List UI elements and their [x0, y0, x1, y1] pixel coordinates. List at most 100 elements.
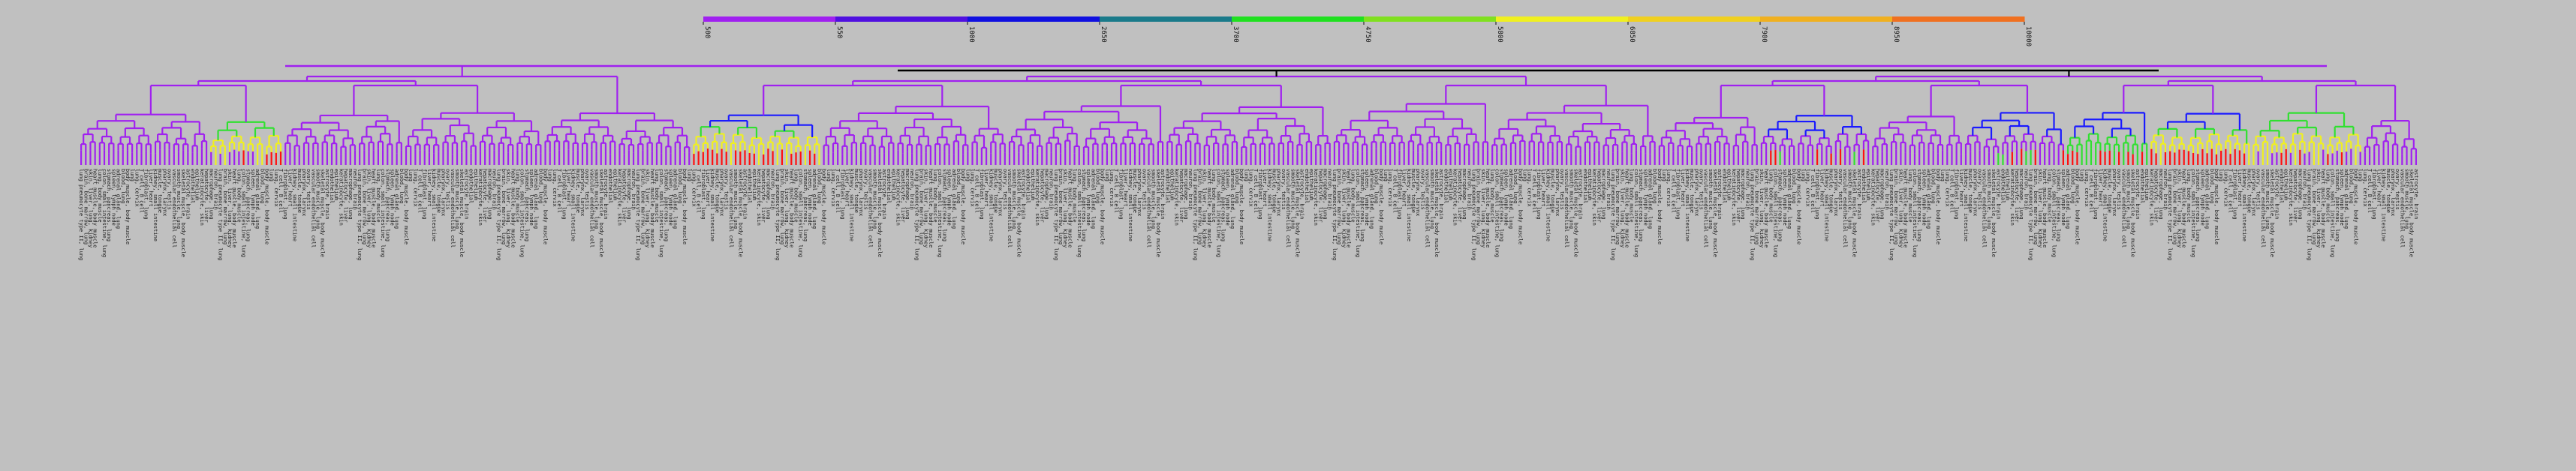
leaf-label: lung pneumocyte type II, lung — [2028, 169, 2034, 260]
leaf-label: keratinocyte, skin — [756, 169, 762, 226]
leaf-label: skeletal muscle, body muscle — [598, 169, 604, 257]
leaf-label: smooth muscle, lung — [176, 169, 182, 229]
leaf-label: neuron, brain — [352, 169, 358, 210]
leaf-label: epithelium — [1169, 169, 1175, 200]
leaf-label: lung, cervix — [1944, 169, 1950, 207]
leaf-label: lung, body muscle — [2325, 169, 2331, 223]
leaf-label: stomach, pancreas, lung — [245, 169, 251, 242]
leaf-label: pharynx, larynx — [161, 169, 167, 216]
leaf-label: T cell, B cell — [835, 169, 841, 213]
leaf-label: macrophage, lung — [904, 169, 910, 219]
leaf-label: pharynx, larynx — [2250, 169, 2256, 216]
leaf-label: skin, liver, lung, kidney — [87, 169, 93, 248]
leaf-label: lung — [129, 169, 135, 182]
leaf-label: liver, heart — [2097, 169, 2103, 207]
leaf-label: astrocyte, brain — [1299, 169, 1305, 219]
leaf-label: body muscle, body muscle — [1100, 169, 1106, 244]
leaf-label: skin, liver, lung, kidney — [366, 169, 372, 248]
leaf-label: keratinocyte, skin — [338, 169, 344, 226]
leaf-label: macrophage, lung — [1183, 169, 1189, 219]
leaf-label: skin, liver, lung, kidney — [923, 169, 929, 248]
leaf-label: lung pneumocyte type II, lung — [1750, 169, 1756, 260]
leaf-label: fibroblast, lung — [1675, 169, 1681, 219]
leaf-label: astrocyte, brain — [1578, 169, 1584, 219]
leaf-label: lung — [1383, 169, 1389, 182]
leaf-label: body muscle, body muscle — [682, 169, 688, 244]
leaf-label: vascular endothelial cell — [310, 169, 316, 248]
leaf-label: adrenal gland, lung — [394, 169, 400, 229]
leaf-label: blood, lung — [677, 169, 683, 203]
leaf-label: kidney, small intestine — [1963, 169, 1969, 242]
leaf-label: macrophage, lung — [2297, 169, 2303, 219]
leaf-label: lung, body muscle — [1907, 169, 1913, 223]
leaf-label: vascular endothelial cell — [1425, 169, 1431, 248]
scale-tick-label: 7900 — [1760, 26, 1768, 43]
scale-segment — [703, 16, 836, 22]
leaf-label: liver, heart — [148, 169, 154, 207]
leaf-label: epithelium — [194, 169, 200, 200]
leaf-label: epithelium — [1726, 169, 1732, 200]
leaf-label: endothelial — [1721, 169, 1727, 203]
leaf-label: lung, cervix — [273, 169, 279, 207]
leaf-label: muscle, tongue — [853, 169, 859, 213]
leaf-label: neuron, brain — [1187, 169, 1193, 210]
leaf-label: ovary, testis — [2394, 169, 2400, 210]
leaf-label: stomach, pancreas, lung — [106, 169, 112, 242]
leaf-label: stomach, pancreas, lung — [1220, 169, 1226, 242]
leaf-label: spleen, lymph node — [807, 169, 813, 226]
scale-segment — [1364, 16, 1497, 22]
leaf-label: lung — [1801, 169, 1807, 182]
leaf-label: macrophage, lung — [1461, 169, 1467, 219]
leaf-label: fibroblast, lung — [979, 169, 985, 219]
leaf-label: muscle, tongue — [435, 169, 441, 213]
leaf-label: epithelium — [333, 169, 339, 200]
leaf-label: pharynx, larynx — [1972, 169, 1978, 216]
leaf-label: liver, heart — [565, 169, 571, 207]
leaf-label: skeletal muscle, body muscle — [737, 169, 743, 257]
leaf-label: muscle, tongue — [1410, 169, 1416, 213]
leaf-label: stomach, pancreas, lung — [1777, 169, 1783, 242]
leaf-label: astrocyte, brain — [2135, 169, 2141, 219]
scale-segment — [1496, 16, 1629, 22]
leaf-label: colon, small intestine, lung — [1633, 169, 1639, 257]
leaf-label: pharynx, larynx — [1693, 169, 1699, 216]
leaf-label: hepatocyte, liver — [482, 169, 488, 223]
leaf-label: smooth muscle, lung — [594, 169, 600, 229]
leaf-label: spleen, lymph node — [1225, 169, 1231, 226]
leaf-label: spleen, lymph node — [1364, 169, 1370, 226]
leaf-label: lung, cervix — [134, 169, 140, 207]
leaf-label: lung, body muscle — [514, 169, 520, 223]
leaf-label: adrenal gland, lung — [254, 169, 260, 229]
leaf-label: liver, heart — [1401, 169, 1407, 207]
leaf-label: spleen, lymph node — [1921, 169, 1927, 226]
leaf-label: macrophage, lung — [1740, 169, 1746, 219]
leaf-label: macrophage, lung — [2018, 169, 2024, 219]
leaf-label: adrenal gland, lung — [116, 169, 122, 229]
scale-tick-label: 5800 — [1496, 26, 1503, 43]
leaf-label: lung pneumocyte type II, lung — [1192, 169, 1198, 260]
leaf-label: ovary, testis — [445, 169, 451, 210]
leaf-label: fibroblast, lung — [2232, 169, 2238, 219]
leaf-label: hepatocyte, liver — [203, 169, 209, 223]
leaf-label: skeletal muscle, body muscle — [2269, 169, 2275, 257]
leaf-label: epithelium — [1587, 169, 1593, 200]
leaf-label: neuron, brain — [492, 169, 498, 210]
leaf-label: brain, bone marrow, lung — [1197, 169, 1203, 244]
leaf-label: skin, liver, lung, kidney — [2176, 169, 2182, 248]
leaf-label: T cell, B cell — [974, 169, 980, 213]
leaf-label: lung, body muscle — [236, 169, 242, 223]
leaf-label: astrocyte, brain — [463, 169, 469, 219]
leaf-label: neuron, brain — [2301, 169, 2307, 210]
leaf-label: kidney, small intestine — [1684, 169, 1690, 242]
leaf-label: keratinocyte, skin — [1174, 169, 1180, 226]
leaf-label: keratinocyte, skin — [2009, 169, 2015, 226]
leaf-label: keratinocyte, skin — [1313, 169, 1319, 226]
leaf-label: body muscle, body muscle — [1795, 169, 1801, 244]
leaf-label: spleen, lymph node — [1503, 169, 1509, 226]
leaf-label: kidney, small intestine — [1545, 169, 1551, 242]
leaf-label: colon, small intestine, lung — [1215, 169, 1221, 257]
leaf-label: pharynx, larynx — [440, 169, 446, 216]
leaf-label: endothelial — [1443, 169, 1449, 203]
leaf-label: neuron, brain — [909, 169, 915, 210]
leaf-label: skin, liver, lung, kidney — [1202, 169, 1208, 248]
